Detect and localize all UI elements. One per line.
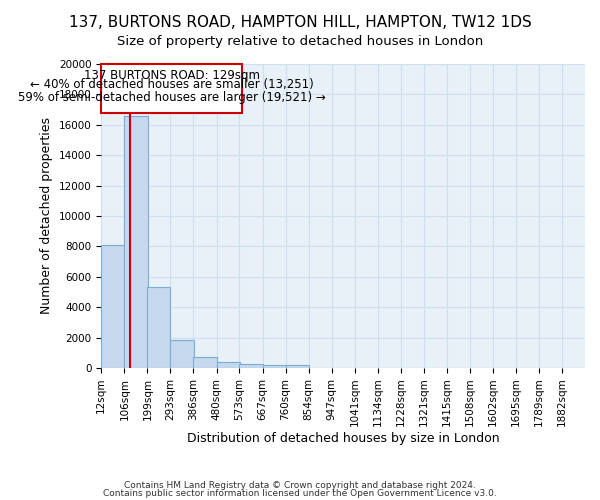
- Text: 59% of semi-detached houses are larger (19,521) →: 59% of semi-detached houses are larger (…: [18, 92, 325, 104]
- Bar: [239, 364, 263, 368]
- Bar: [286, 366, 308, 368]
- Text: Size of property relative to detached houses in London: Size of property relative to detached ho…: [117, 35, 483, 48]
- Text: ← 40% of detached houses are smaller (13,251): ← 40% of detached houses are smaller (13…: [30, 78, 313, 92]
- Y-axis label: Number of detached properties: Number of detached properties: [40, 118, 53, 314]
- FancyBboxPatch shape: [101, 64, 242, 112]
- Text: 137, BURTONS ROAD, HAMPTON HILL, HAMPTON, TW12 1DS: 137, BURTONS ROAD, HAMPTON HILL, HAMPTON…: [68, 15, 532, 30]
- X-axis label: Distribution of detached houses by size in London: Distribution of detached houses by size …: [187, 432, 499, 445]
- Bar: [263, 364, 286, 368]
- Bar: [193, 358, 217, 368]
- Bar: [101, 245, 124, 368]
- Bar: [170, 340, 194, 368]
- Bar: [217, 362, 239, 368]
- Text: Contains HM Land Registry data © Crown copyright and database right 2024.: Contains HM Land Registry data © Crown c…: [124, 481, 476, 490]
- Bar: [148, 288, 170, 368]
- Text: 137 BURTONS ROAD: 129sqm: 137 BURTONS ROAD: 129sqm: [83, 68, 260, 82]
- Bar: [124, 116, 148, 368]
- Text: Contains public sector information licensed under the Open Government Licence v3: Contains public sector information licen…: [103, 488, 497, 498]
